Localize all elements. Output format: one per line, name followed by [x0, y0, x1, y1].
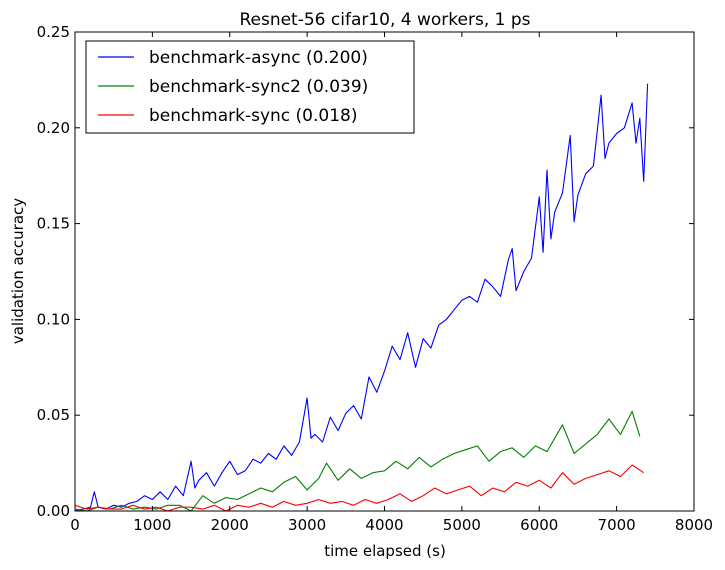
series-line-1	[74, 410, 641, 512]
y-tick-label: 0.25	[37, 23, 70, 41]
x-tick-label: 2000	[211, 516, 249, 534]
x-tick-label: 3000	[288, 516, 326, 534]
legend-label: benchmark-sync2 (0.039)	[149, 77, 368, 97]
x-tick-label: 0	[70, 516, 80, 534]
x-tick-label: 6000	[520, 516, 558, 534]
chart-title: Resnet-56 cifar10, 4 workers, 1 ps	[239, 10, 530, 30]
x-tick-label: 5000	[443, 516, 481, 534]
y-tick-label: 0.05	[37, 406, 70, 424]
x-tick-label: 1000	[133, 516, 171, 534]
legend-label: benchmark-async (0.200)	[149, 48, 368, 68]
y-tick-label: 0.15	[37, 215, 70, 233]
y-tick-label: 0.00	[37, 502, 70, 520]
x-tick-label: 8000	[675, 516, 713, 534]
plot-area	[74, 83, 649, 512]
x-tick-label: 7000	[598, 516, 636, 534]
x-axis-label: time elapsed (s)	[324, 542, 446, 560]
legend: benchmark-async (0.200) benchmark-sync2 (…	[85, 40, 415, 134]
x-tick-label: 4000	[365, 516, 403, 534]
axis-ticks: 0 1000 2000 3000 4000 5000 6000 7000 8000 0.00 0.0…	[37, 23, 714, 534]
y-tick-label: 0.20	[37, 119, 70, 137]
series-line-2	[74, 464, 645, 512]
series-line-0	[74, 83, 649, 512]
legend-box	[85, 40, 415, 134]
legend-label: benchmark-sync (0.018)	[149, 106, 357, 126]
y-tick-label: 0.10	[37, 310, 70, 328]
y-axis-label: validation accuracy	[9, 198, 27, 344]
